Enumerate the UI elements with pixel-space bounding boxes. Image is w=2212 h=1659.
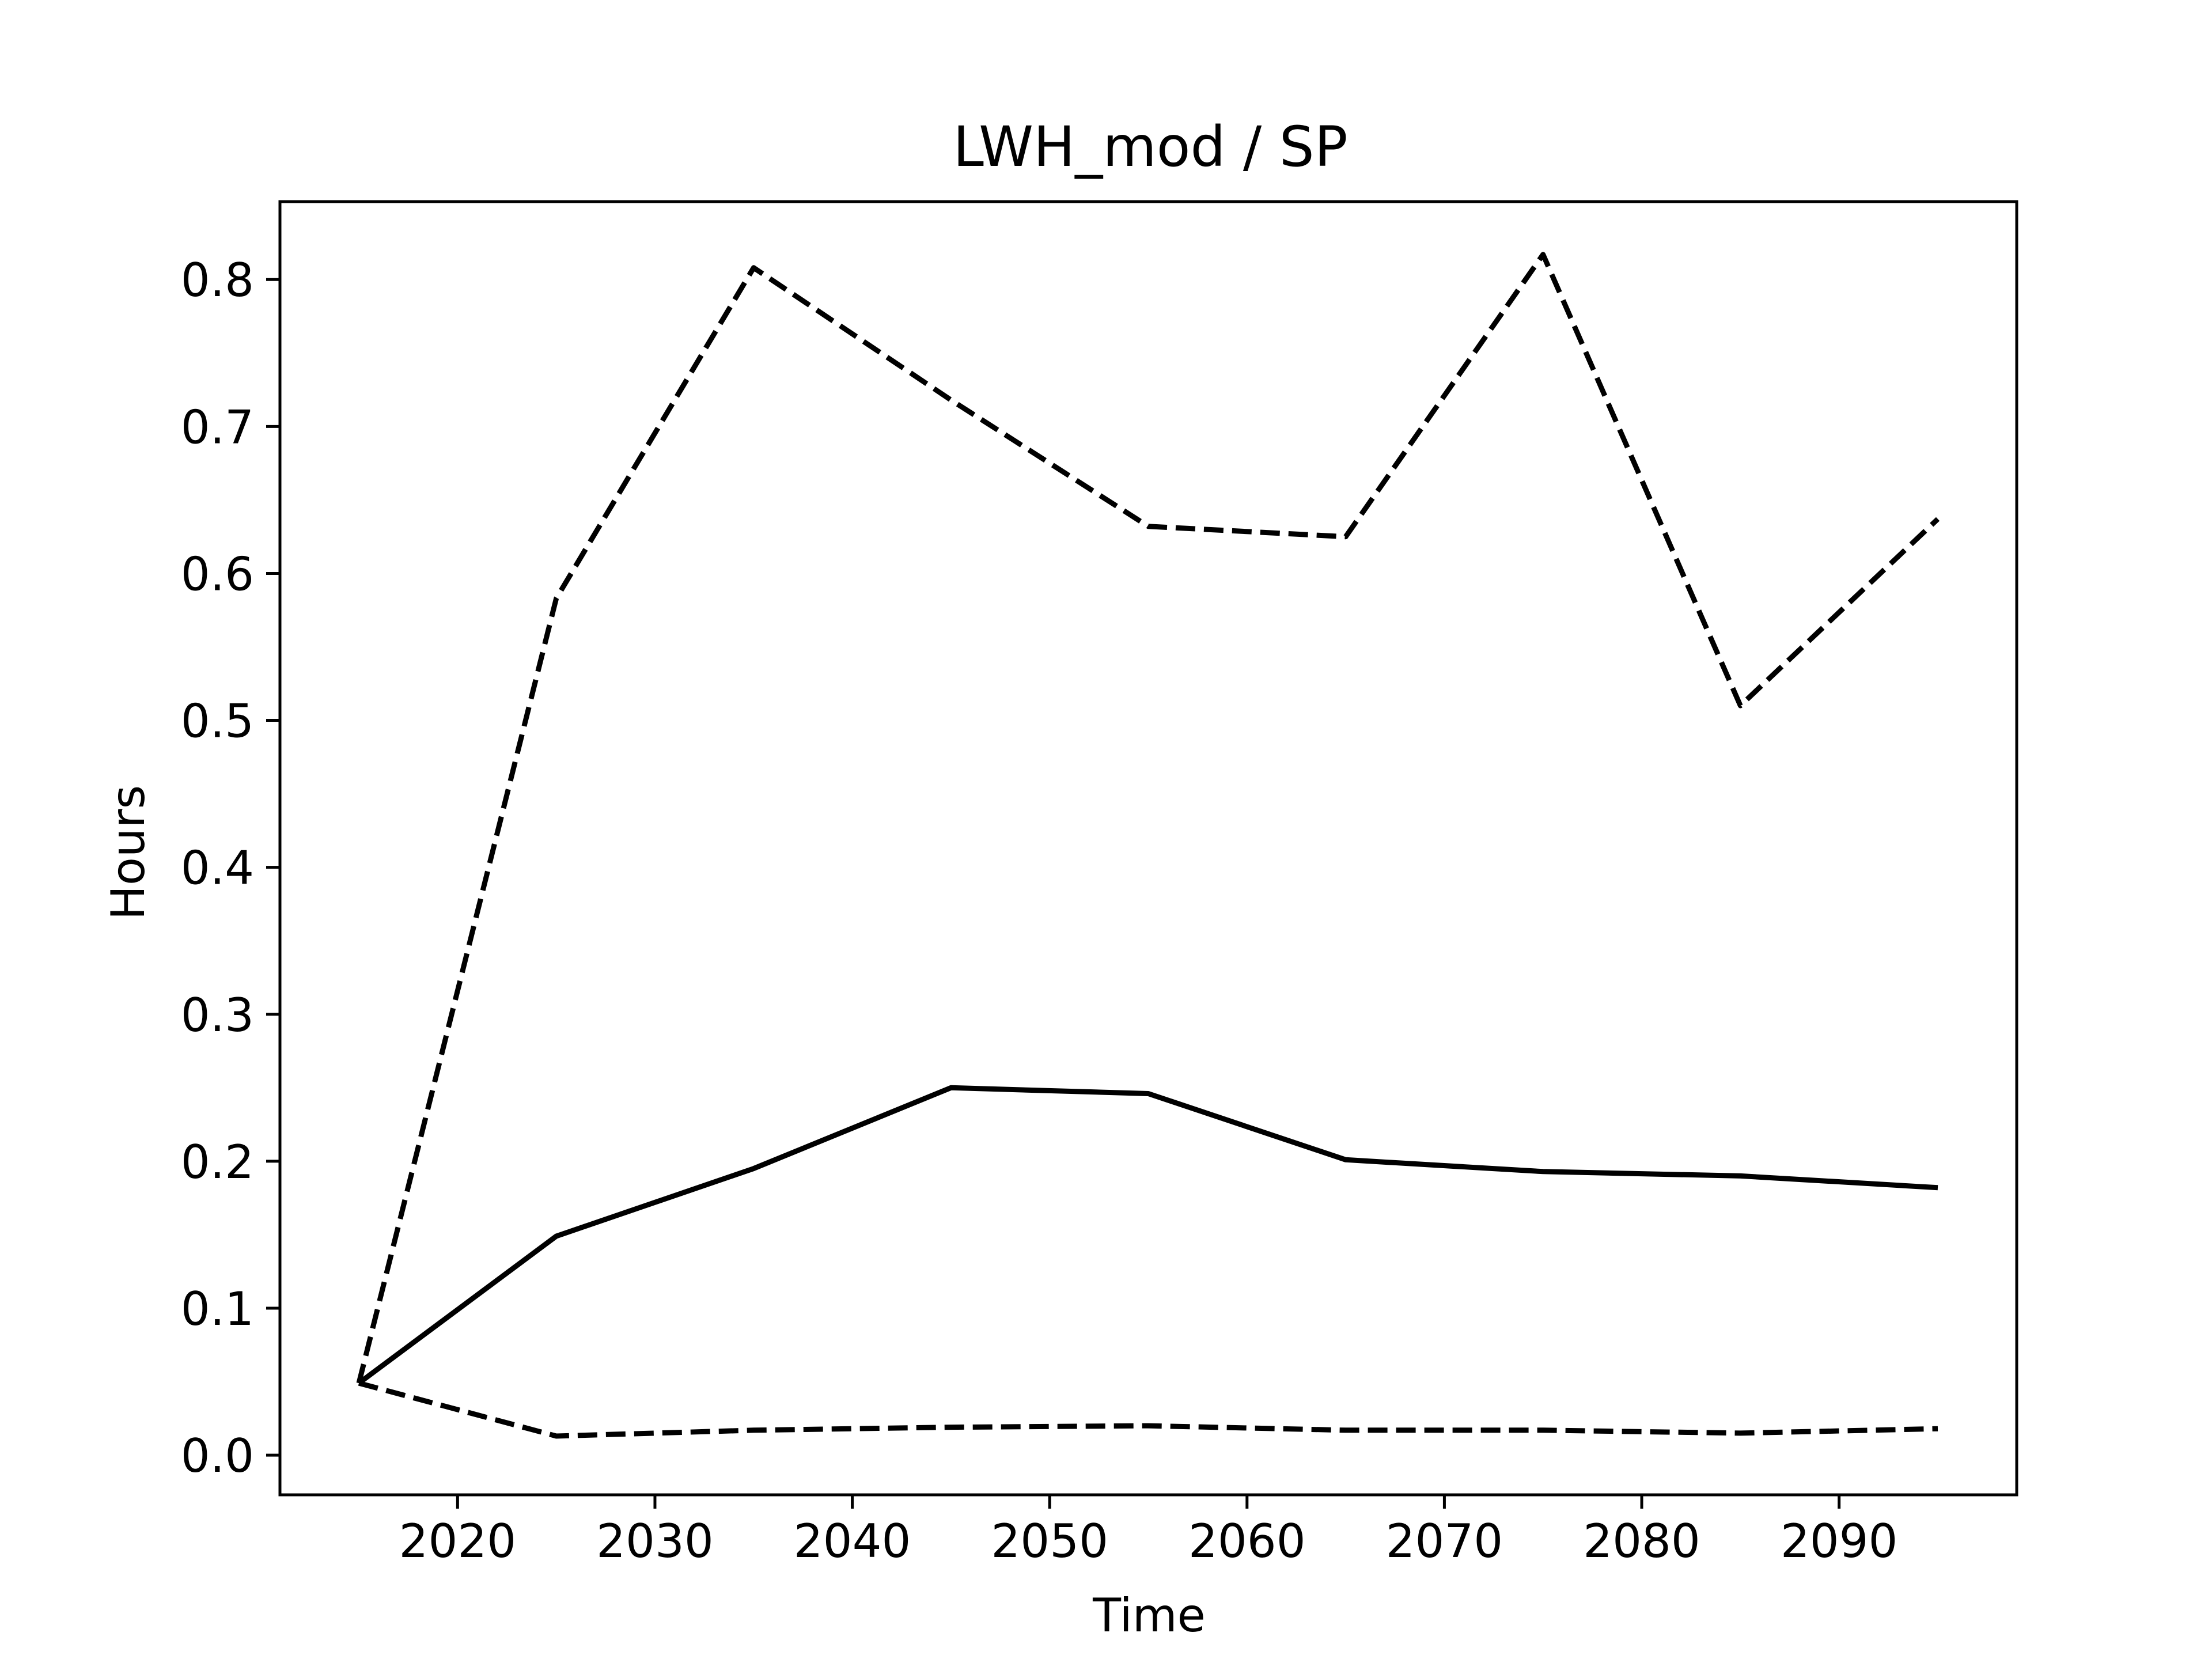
y-tick-label: 0.6 bbox=[181, 547, 254, 601]
y-tick-label: 0.8 bbox=[181, 253, 254, 307]
series-layer bbox=[356, 252, 1940, 1439]
x-tick-label: 2030 bbox=[596, 1514, 714, 1568]
y-tick-label: 0.4 bbox=[181, 842, 254, 895]
x-tick-label: 2020 bbox=[399, 1514, 517, 1568]
x-tick-label: 2080 bbox=[1583, 1514, 1700, 1568]
plot-frame bbox=[278, 200, 2018, 1497]
x-tick-label: 2040 bbox=[794, 1514, 911, 1568]
x-tick-label: 2050 bbox=[991, 1514, 1108, 1568]
y-tick-label: 0.5 bbox=[181, 695, 254, 748]
axes-layer: 2020 2030 2040 2050 2060 2070 2080 2090 0.0 0.1 0.… bbox=[181, 253, 1898, 1568]
y-tick-label: 0.3 bbox=[181, 988, 254, 1042]
x-axis-label: Time bbox=[1092, 1589, 1206, 1642]
dashed-series-line-1 bbox=[356, 252, 1940, 1384]
y-axis-label: Hours bbox=[101, 785, 155, 920]
y-tick-label: 0.0 bbox=[181, 1429, 254, 1483]
y-tick-label: 0.1 bbox=[181, 1282, 254, 1336]
dashed-series-line-2 bbox=[358, 1380, 1938, 1439]
y-tick-label: 0.7 bbox=[181, 400, 254, 454]
x-tick-label: 2070 bbox=[1386, 1514, 1503, 1568]
x-tick-label: 2060 bbox=[1188, 1514, 1306, 1568]
solid-series-line-0 bbox=[357, 1085, 1938, 1385]
y-tick-label: 0.2 bbox=[181, 1135, 254, 1189]
chart-title: LWH_mod / SP bbox=[953, 115, 1347, 179]
x-tick-label: 2090 bbox=[1781, 1514, 1898, 1568]
